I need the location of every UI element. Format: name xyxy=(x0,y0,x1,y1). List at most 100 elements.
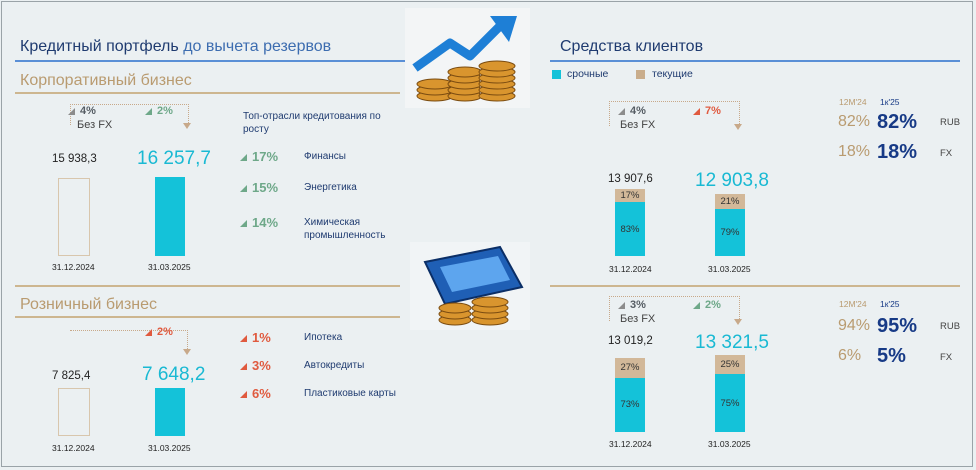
triangle-icon xyxy=(240,335,247,343)
industry-row-pct-1: 17% xyxy=(240,149,278,164)
triangle-icon xyxy=(693,301,700,309)
triangle-icon xyxy=(145,107,152,115)
rc-delta-total: 7% xyxy=(693,105,721,117)
corp-date-old: 31.12.2024 xyxy=(52,262,95,272)
rc-date-old: 31.12.2024 xyxy=(609,264,652,274)
rc-fx-new: 18% xyxy=(877,141,918,163)
retail-bar-old xyxy=(58,388,90,436)
industry-row-pct-2: 15% xyxy=(240,180,278,195)
rc-date-new: 31.03.2025 xyxy=(708,264,751,274)
rc-delta-fx-label: Без FX xyxy=(620,119,656,131)
rr-new-current-label: 25% xyxy=(720,359,740,370)
rc-share-hdr-new: 1к'25 xyxy=(880,97,900,107)
retail-bar-new xyxy=(155,388,185,436)
industries-title: Топ-отрасли кредитования по росту xyxy=(243,111,381,135)
rr-value-old: 13 019,2 xyxy=(608,335,653,347)
legend-current-label: текущие xyxy=(652,68,693,80)
triangle-icon xyxy=(240,220,247,228)
corp-value-new: 16 257,7 xyxy=(137,148,211,169)
rc-fx-old: 18% xyxy=(838,143,871,160)
legend-term-swatch xyxy=(552,70,561,79)
industry-row-label-3: Химическая промышленность xyxy=(304,217,386,241)
retail-value-new: 7 648,2 xyxy=(142,364,206,385)
rc-new-term-seg xyxy=(715,209,745,256)
triangle-icon xyxy=(68,107,75,115)
rr-new-current-seg xyxy=(715,355,745,374)
rc-old-term-seg xyxy=(615,202,645,256)
triangle-icon xyxy=(240,363,247,371)
corporate-underline xyxy=(15,92,400,94)
legend-term-label: срочные xyxy=(567,68,609,80)
right-title-underline xyxy=(550,60,960,62)
bracket-arrowhead xyxy=(183,349,191,355)
corp-value-old: 15 938,3 xyxy=(52,153,97,165)
rr-old-term-label: 73% xyxy=(620,399,640,410)
bracket-arrowhead xyxy=(734,124,742,130)
corp-delta-total: 2% xyxy=(145,105,173,117)
retail-date-old: 31.12.2024 xyxy=(52,443,95,453)
rr-fx-label: FX xyxy=(940,352,953,363)
rr-rub-new: 95% xyxy=(877,315,918,337)
retail-heading: Розничный бизнес xyxy=(20,296,158,313)
rr-new-term-label: 75% xyxy=(720,398,740,409)
rr-old-current-seg xyxy=(615,358,645,378)
rr-value-new: 13 321,5 xyxy=(695,332,769,353)
rc-value-old: 13 907,6 xyxy=(608,173,653,185)
bracket-arrowhead xyxy=(734,319,742,325)
industry-row-label-2: Энергетика xyxy=(304,182,357,193)
delta-bracket xyxy=(609,101,740,126)
money-coins-illustration xyxy=(410,242,530,330)
corp-delta-fx: 4% xyxy=(68,105,96,117)
title-underline xyxy=(15,60,410,62)
triangle-icon xyxy=(693,107,700,115)
rr-rub-old: 94% xyxy=(838,317,871,334)
rc-old-term-label: 83% xyxy=(620,224,640,235)
product-row-pct-2: 3% xyxy=(240,358,271,373)
rc-new-current-label: 21% xyxy=(720,196,740,207)
rr-rub-label: RUB xyxy=(940,321,961,332)
rr-delta-total: 2% xyxy=(693,299,721,311)
rr-date-new: 31.03.2025 xyxy=(708,439,751,449)
right-divider xyxy=(550,285,960,287)
rc-fx-label: FX xyxy=(940,148,953,159)
client-funds-title: Средства клиентов xyxy=(560,38,704,55)
product-row-label-2: Автокредиты xyxy=(304,360,365,371)
delta-bracket xyxy=(70,330,188,351)
rr-fx-old: 6% xyxy=(838,347,862,364)
title-sub: до вычета резервов xyxy=(183,38,332,55)
corp-bar-old xyxy=(58,178,90,256)
triangle-icon xyxy=(618,301,625,309)
rc-rub-label: RUB xyxy=(940,117,961,128)
industry-row-label-1: Финансы xyxy=(304,151,346,162)
retail-value-old: 7 825,4 xyxy=(52,370,91,382)
corp-date-new: 31.03.2025 xyxy=(148,262,191,272)
triangle-icon xyxy=(240,391,247,399)
product-row-pct-1: 1% xyxy=(240,330,271,345)
coins-growth-illustration xyxy=(405,8,530,108)
rc-delta-fx: 4% xyxy=(618,105,646,117)
corp-delta-fx-label: Без FX xyxy=(77,119,113,131)
retail-date-new: 31.03.2025 xyxy=(148,443,191,453)
rc-old-current-label: 17% xyxy=(620,190,640,201)
retail-underline xyxy=(15,316,400,318)
title-main: Кредитный портфель xyxy=(20,38,179,55)
rc-share-hdr-old: 12M'24 xyxy=(839,97,867,107)
corporate-heading: Корпоративный бизнес xyxy=(20,72,192,89)
rc-new-term-label: 79% xyxy=(720,227,740,238)
delta-bracket xyxy=(609,296,740,321)
rr-date-old: 31.12.2024 xyxy=(609,439,652,449)
rc-new-current-seg xyxy=(715,194,745,209)
triangle-icon xyxy=(240,185,247,193)
retail-topline xyxy=(15,285,400,287)
industry-row-pct-3: 14% xyxy=(240,215,278,230)
rr-old-term-seg xyxy=(615,378,645,432)
triangle-icon xyxy=(145,328,152,336)
rc-rub-old: 82% xyxy=(838,113,871,130)
bracket-arrowhead xyxy=(183,123,191,129)
rc-rub-new: 82% xyxy=(877,111,918,133)
rr-old-current-label: 27% xyxy=(620,362,640,373)
rr-fx-new: 5% xyxy=(877,345,906,367)
triangle-icon xyxy=(240,154,247,162)
legend-current-swatch xyxy=(636,70,645,79)
